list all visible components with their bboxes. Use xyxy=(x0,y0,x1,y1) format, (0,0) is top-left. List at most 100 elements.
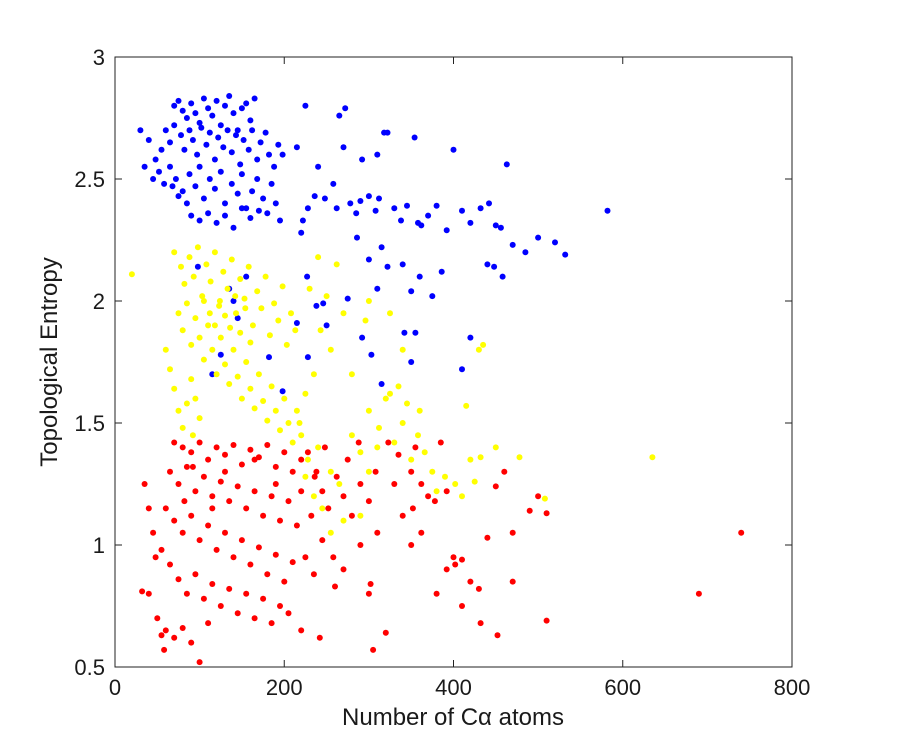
data-point xyxy=(217,168,224,175)
data-point xyxy=(382,395,389,402)
data-point xyxy=(171,385,178,392)
data-point xyxy=(222,529,228,536)
data-point xyxy=(183,463,190,470)
data-point xyxy=(272,407,279,414)
data-point xyxy=(209,346,216,353)
data-point xyxy=(459,207,465,214)
data-point xyxy=(272,481,279,487)
data-point xyxy=(179,424,186,431)
data-point xyxy=(226,381,233,387)
data-point xyxy=(220,144,227,151)
data-point xyxy=(260,398,267,404)
data-point xyxy=(348,371,355,378)
data-point xyxy=(319,505,326,512)
data-point xyxy=(340,310,347,317)
data-point xyxy=(374,529,381,536)
data-point xyxy=(429,468,436,475)
data-point xyxy=(234,483,241,490)
data-point xyxy=(169,183,176,190)
data-point xyxy=(442,473,448,480)
data-point xyxy=(179,529,186,536)
data-point xyxy=(247,339,254,346)
data-point xyxy=(226,585,233,592)
data-point xyxy=(200,95,207,102)
data-point xyxy=(175,310,182,317)
data-point xyxy=(245,263,252,270)
data-point xyxy=(251,488,258,495)
data-point xyxy=(243,273,250,280)
data-point xyxy=(372,207,379,214)
data-point xyxy=(230,442,237,448)
data-point xyxy=(190,273,197,280)
data-point xyxy=(186,171,193,178)
data-point xyxy=(198,124,205,131)
data-point xyxy=(289,468,296,475)
data-point xyxy=(452,561,459,568)
data-point xyxy=(245,146,252,153)
data-point xyxy=(216,302,223,309)
data-point xyxy=(649,454,656,461)
data-point xyxy=(226,93,233,99)
data-point xyxy=(391,481,398,487)
data-point xyxy=(172,176,179,182)
data-point xyxy=(298,456,305,463)
data-point xyxy=(205,522,212,529)
data-point xyxy=(249,322,256,329)
data-point xyxy=(333,473,340,480)
data-point xyxy=(162,505,169,512)
data-point xyxy=(179,625,186,631)
data-point xyxy=(354,234,360,241)
data-point xyxy=(332,583,338,590)
data-point xyxy=(145,505,152,512)
data-point xyxy=(247,561,254,568)
data-point xyxy=(302,473,309,480)
data-point xyxy=(296,420,303,426)
data-point xyxy=(262,129,269,136)
data-point xyxy=(205,456,212,463)
data-point xyxy=(183,590,190,597)
data-point xyxy=(298,432,305,439)
data-point xyxy=(516,454,523,461)
data-point xyxy=(205,210,212,217)
data-point xyxy=(471,478,478,485)
data-point xyxy=(271,163,278,170)
data-point xyxy=(306,285,313,292)
data-point xyxy=(150,529,157,536)
data-point xyxy=(183,300,190,307)
data-point xyxy=(399,420,406,426)
data-point xyxy=(316,634,323,641)
data-point xyxy=(254,156,261,163)
data-point xyxy=(167,561,173,568)
data-point xyxy=(175,481,182,487)
data-point xyxy=(438,268,445,275)
data-point xyxy=(372,468,379,475)
data-point xyxy=(285,420,292,426)
data-point xyxy=(344,295,351,302)
data-point xyxy=(398,217,404,224)
data-point xyxy=(347,200,354,207)
data-point xyxy=(374,151,381,158)
data-point xyxy=(179,107,186,114)
data-point xyxy=(240,137,247,143)
data-point xyxy=(365,256,372,263)
data-point xyxy=(604,207,611,214)
data-point xyxy=(279,388,286,395)
data-point xyxy=(293,407,300,414)
data-point xyxy=(243,505,250,512)
data-point xyxy=(213,97,220,104)
data-point xyxy=(452,481,459,487)
data-point xyxy=(399,512,406,519)
data-point xyxy=(298,488,305,495)
data-point xyxy=(315,444,322,451)
data-point xyxy=(192,571,199,578)
data-point xyxy=(217,351,224,358)
data-point xyxy=(158,632,165,639)
data-point xyxy=(228,180,235,187)
data-point xyxy=(233,132,239,139)
data-point xyxy=(404,202,410,209)
data-point xyxy=(317,327,324,334)
data-point xyxy=(382,629,389,636)
data-point xyxy=(209,112,216,119)
data-point xyxy=(357,449,364,456)
data-point xyxy=(217,122,224,129)
